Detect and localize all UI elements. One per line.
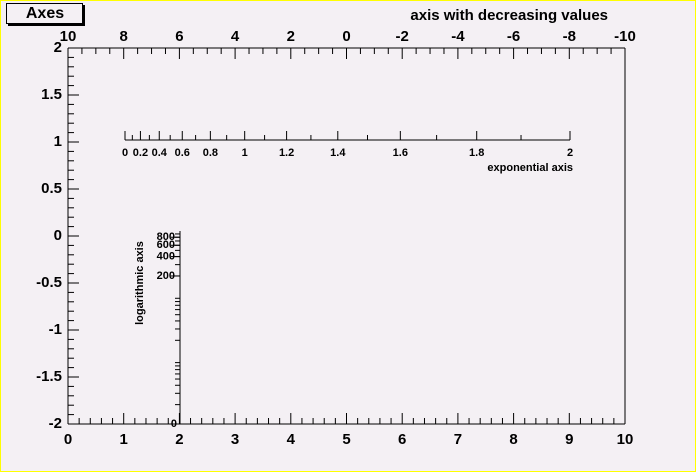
- tick-label: -4: [451, 28, 465, 45]
- tick-label: 1: [242, 147, 248, 159]
- tick-label: -2: [396, 28, 409, 45]
- tick-label: 0: [64, 431, 72, 448]
- tick-label: 1: [54, 133, 62, 150]
- tick-label: 800: [157, 231, 175, 243]
- tick-label: 10: [617, 431, 634, 448]
- tick-label: -1.5: [36, 368, 62, 385]
- tick-label: 9: [565, 431, 573, 448]
- tick-label: 6: [175, 28, 183, 45]
- axis-title: exponential axis: [487, 162, 573, 174]
- tick-label: 1.4: [330, 147, 346, 159]
- tick-label: 600: [157, 239, 175, 251]
- tick-label: 4: [231, 28, 240, 45]
- tick-label: 1.5: [41, 86, 62, 103]
- tick-label: 6: [398, 431, 406, 448]
- tick-label: 0: [122, 147, 128, 159]
- tick-label: 400: [157, 251, 175, 263]
- tick-label: 2: [54, 39, 62, 56]
- tick-label: -10: [614, 28, 636, 45]
- tick-label: 4: [287, 431, 296, 448]
- title-box: [6, 3, 83, 24]
- tick-label: -0.5: [36, 274, 62, 291]
- tick-label: 1: [120, 431, 128, 448]
- tick-label: 0.4: [152, 147, 168, 159]
- tick-label: 8: [120, 28, 128, 45]
- tick-label: 200: [157, 270, 175, 282]
- tick-label: 7: [454, 431, 462, 448]
- tick-label: 0.2: [133, 147, 148, 159]
- axis-title: axis with decreasing values: [410, 7, 608, 24]
- tick-label: -1: [49, 321, 62, 338]
- title-text: Axes: [26, 5, 64, 22]
- tick-label: -8: [563, 28, 576, 45]
- tick-label: 3: [231, 431, 239, 448]
- tick-label: 1.6: [393, 147, 408, 159]
- tick-label: -6: [507, 28, 520, 45]
- tick-label: 2: [175, 431, 183, 448]
- tick-label: 1.8: [469, 147, 484, 159]
- tick-label: 2: [287, 28, 295, 45]
- tick-label: 0: [54, 227, 62, 244]
- tick-label: 5: [342, 431, 350, 448]
- tick-label: 10: [60, 28, 77, 45]
- origin-label: 0: [171, 418, 177, 430]
- axis-title: logarithmic axis: [134, 241, 146, 325]
- tick-label: 0: [342, 28, 350, 45]
- tick-label: 8: [509, 431, 517, 448]
- tick-label: 0.6: [175, 147, 190, 159]
- tick-label: 1.2: [279, 147, 294, 159]
- tick-label: -2: [49, 415, 62, 432]
- tick-label: 0.8: [203, 147, 218, 159]
- tick-label: 2: [567, 147, 573, 159]
- tick-label: 0.5: [41, 180, 62, 197]
